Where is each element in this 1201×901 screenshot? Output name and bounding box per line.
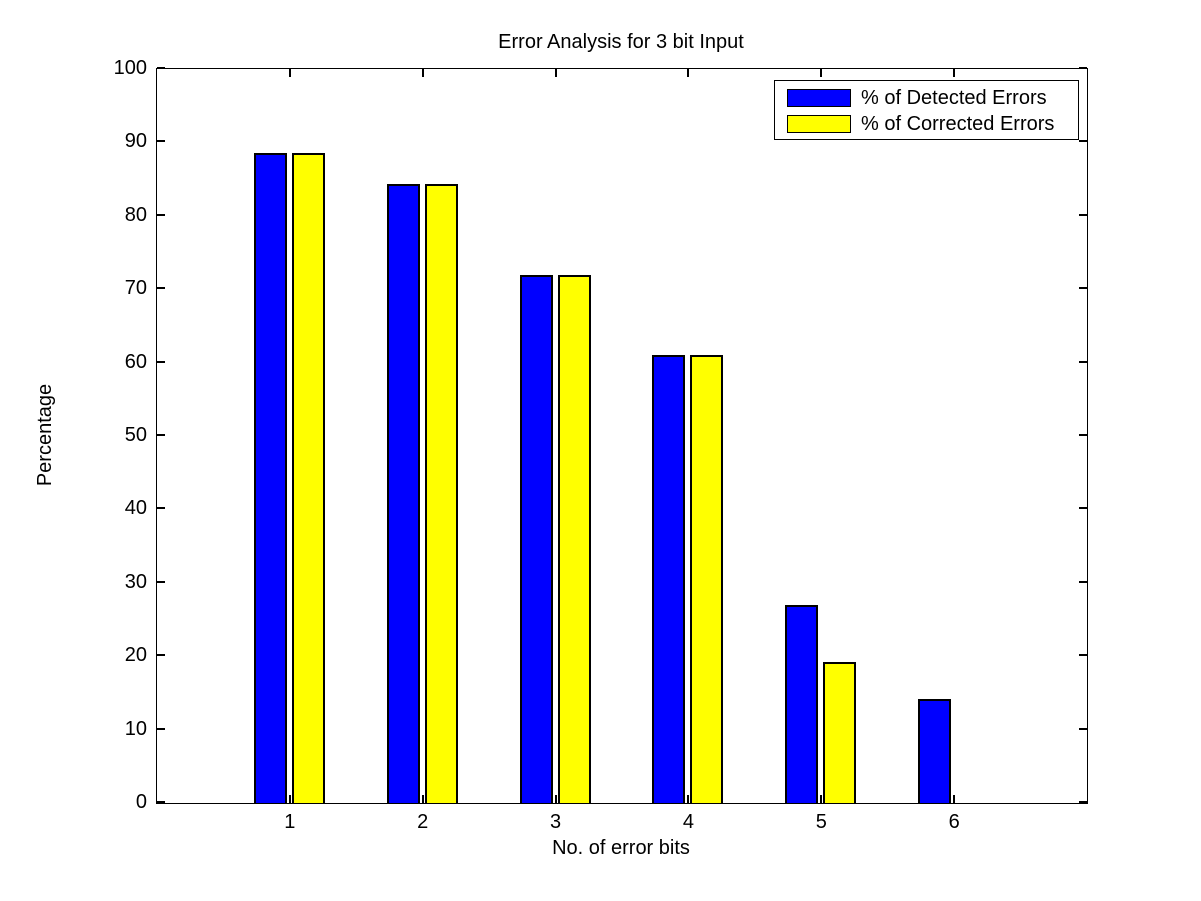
x-tick-label: 1 <box>284 811 296 833</box>
y-tick-label: 90 <box>124 130 147 153</box>
y-tick-label: 30 <box>124 570 147 593</box>
bar-detected <box>386 184 420 803</box>
legend-item-corrected: % of Corrected Errors <box>775 111 1078 137</box>
x-tick-label: 6 <box>948 811 960 833</box>
legend-item-detected: % of Detected Errors <box>775 85 1078 111</box>
x-tick-mark <box>554 795 557 803</box>
bar-detected <box>652 355 686 803</box>
detected-errors-swatch <box>787 89 851 107</box>
y-tick-mark <box>157 213 165 216</box>
y-tick-mark-right <box>1079 287 1087 290</box>
y-tick-mark <box>157 507 165 510</box>
legend-label-corrected: % of Corrected Errors <box>861 112 1055 135</box>
bar-detected <box>785 604 819 803</box>
y-tick-label: 50 <box>124 424 147 446</box>
y-tick-mark <box>157 727 165 730</box>
y-tick-mark <box>157 580 165 583</box>
bar-corrected <box>557 274 591 803</box>
bar-corrected <box>291 153 325 803</box>
bar-corrected <box>424 184 458 803</box>
x-tick-label: 5 <box>815 811 827 833</box>
bar-detected <box>253 153 287 803</box>
x-tick-mark-top <box>421 69 424 77</box>
x-axis-label: No. of error bits <box>552 837 690 859</box>
bar-corrected <box>823 662 857 803</box>
y-tick-mark-right <box>1079 67 1087 69</box>
y-tick-mark <box>157 360 165 363</box>
x-tick-mark-top <box>687 69 690 77</box>
x-tick-mark <box>820 795 823 803</box>
bar-corrected <box>690 355 724 803</box>
x-tick-mark <box>687 795 690 803</box>
x-tick-label: 4 <box>682 811 694 833</box>
y-tick-mark-right <box>1079 801 1087 803</box>
y-tick-mark-right <box>1079 727 1087 730</box>
x-tick-mark <box>421 795 424 803</box>
x-tick-mark-top <box>820 69 823 77</box>
bar-detected <box>519 274 553 803</box>
bar-detected <box>918 698 952 803</box>
y-tick-label: 40 <box>124 497 147 520</box>
x-tick-mark <box>288 795 291 803</box>
y-tick-mark-right <box>1079 434 1087 436</box>
y-tick-mark-right <box>1079 360 1087 363</box>
x-tick-label: 3 <box>550 811 562 833</box>
plot-area: 0 10 20 30 40 50 60 70 80 90 100 1 2 3 4 5 6 <box>114 57 1088 833</box>
y-tick-mark-right <box>1079 140 1087 143</box>
y-tick-label: 60 <box>124 350 147 373</box>
y-tick-mark <box>157 287 165 290</box>
y-tick-mark-right <box>1079 507 1087 510</box>
y-tick-label: 70 <box>124 277 147 300</box>
corrected-errors-swatch <box>787 115 851 133</box>
x-tick-mark-top <box>953 69 956 77</box>
y-tick-mark <box>157 140 165 143</box>
y-tick-label: 100 <box>113 57 147 79</box>
y-tick-label: 0 <box>135 791 147 813</box>
y-tick-mark-right <box>1079 580 1087 583</box>
x-tick-mark-top <box>554 69 557 77</box>
y-tick-label: 10 <box>124 717 147 740</box>
y-tick-label: 80 <box>124 203 147 226</box>
y-axis-label: Percentage <box>34 383 56 487</box>
legend-label-detected: % of Detected Errors <box>861 86 1047 109</box>
x-tick-label: 2 <box>417 811 429 833</box>
x-tick-mark-top <box>288 69 291 77</box>
x-tick-mark <box>953 795 956 803</box>
y-tick-mark-right <box>1079 213 1087 216</box>
chart-title: Error Analysis for 3 bit Input <box>498 31 744 53</box>
y-tick-label: 20 <box>124 644 147 667</box>
y-tick-mark <box>157 67 165 69</box>
y-tick-mark <box>157 434 165 436</box>
legend: % of Detected Errors % of Corrected Erro… <box>774 80 1079 140</box>
y-tick-mark <box>157 801 165 803</box>
y-tick-mark-right <box>1079 654 1087 657</box>
y-tick-mark <box>157 654 165 657</box>
